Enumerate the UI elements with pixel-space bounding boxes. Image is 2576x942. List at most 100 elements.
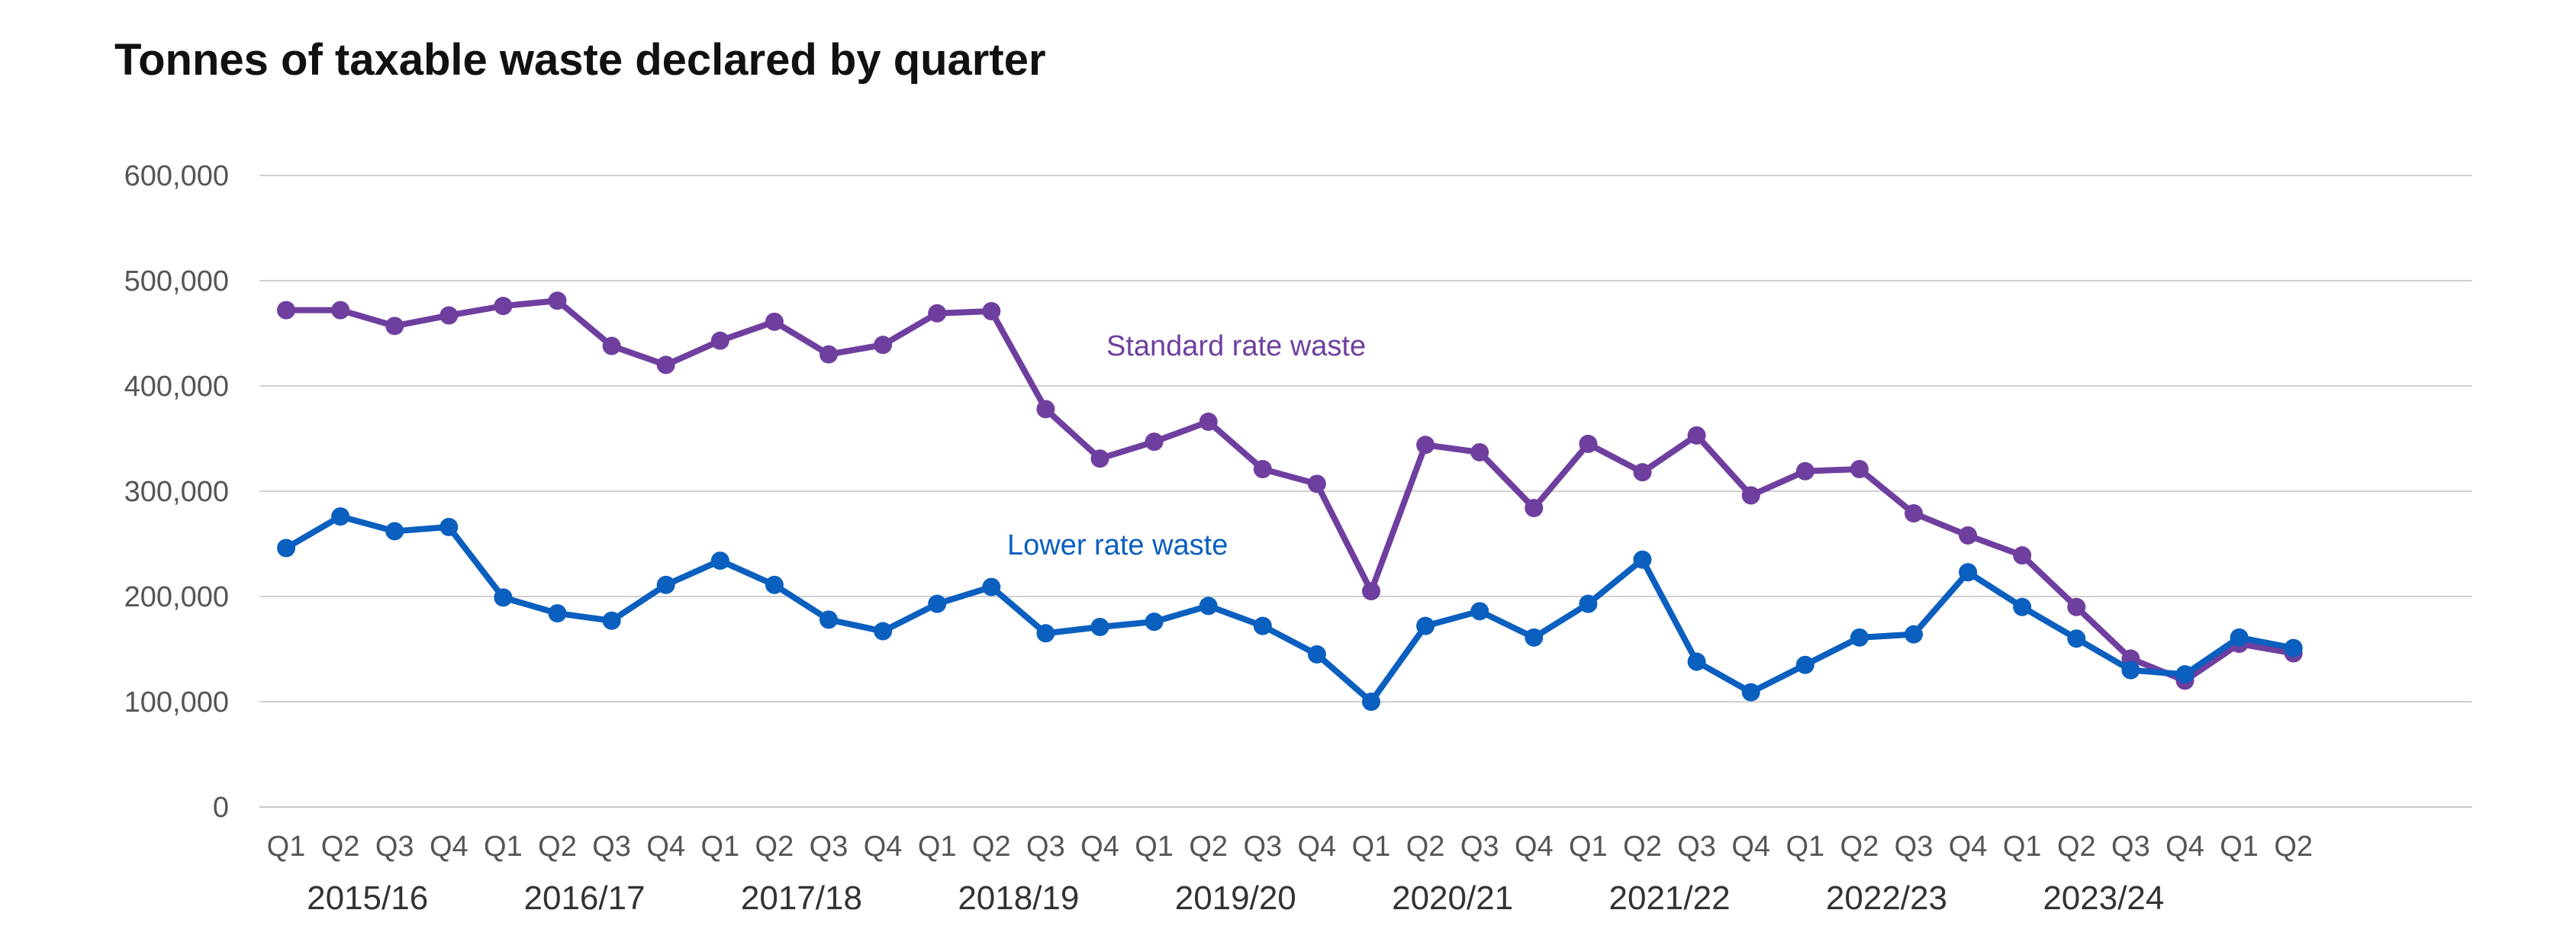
x-tick-label: Q2 [2057,831,2096,863]
data-point[interactable] [1362,582,1380,601]
data-point[interactable] [1633,463,1652,482]
data-point[interactable] [1145,432,1164,452]
data-point[interactable] [1850,628,1869,647]
data-point[interactable] [1253,616,1272,635]
data-point[interactable] [1687,652,1706,671]
y-tick-label: 400,000 [124,371,229,403]
y-tick-label: 300,000 [124,476,229,508]
x-tick-label: Q1 [700,831,739,863]
data-point[interactable] [440,306,459,325]
data-point[interactable] [1036,624,1055,643]
data-point[interactable] [2067,597,2086,616]
data-point[interactable] [2284,638,2303,657]
x-tick-label: Q1 [484,831,523,863]
data-point[interactable] [2230,628,2249,647]
data-point[interactable] [1307,474,1326,494]
x-tick-label: Q3 [1243,831,1282,863]
data-point[interactable] [1850,460,1869,479]
data-point[interactable] [982,577,1001,596]
x-tick-label: Q4 [1080,831,1119,863]
data-point[interactable] [765,575,784,594]
data-point[interactable] [1959,526,1978,545]
data-point[interactable] [1525,499,1544,518]
x-tick-label: Q1 [918,831,957,863]
data-point[interactable] [1036,400,1055,419]
data-point[interactable] [2121,661,2140,680]
data-point[interactable] [928,304,947,323]
data-point[interactable] [2067,629,2086,648]
data-point[interactable] [1090,449,1109,468]
data-point[interactable] [1416,616,1435,635]
data-point[interactable] [1145,612,1164,632]
x-tick-label: Q2 [1406,831,1445,863]
data-point[interactable] [602,336,621,355]
data-point[interactable] [874,622,893,641]
series-labels: Standard rate waste Lower rate waste [1007,330,1366,561]
year-label: 2020/21 [1392,879,1513,917]
series-line [283,513,2297,705]
data-point[interactable] [331,507,350,526]
data-point[interactable] [1199,412,1218,431]
data-point[interactable] [1362,693,1380,711]
data-point[interactable] [928,594,947,613]
data-point[interactable] [819,345,838,364]
data-point[interactable] [982,302,1001,321]
data-point[interactable] [1741,683,1760,702]
x-tick-label: Q3 [1026,831,1065,863]
data-point[interactable] [494,588,513,607]
data-point[interactable] [1633,550,1652,569]
data-point[interactable] [1741,486,1760,505]
data-point[interactable] [548,291,567,310]
data-point[interactable] [548,604,567,623]
data-point[interactable] [277,539,295,558]
data-point[interactable] [1253,460,1272,479]
y-tick-label: 200,000 [124,581,229,613]
chart-title: Tonnes of taxable waste declared by quar… [114,35,1046,85]
data-point[interactable] [656,575,675,594]
series-label-lower-rate-waste: Lower rate waste [1007,529,1228,561]
data-point[interactable] [331,301,350,320]
data-point[interactable] [2175,665,2194,684]
x-tick-label: Q1 [1135,831,1174,863]
data-point[interactable] [765,312,784,331]
data-point[interactable] [440,517,459,536]
data-point[interactable] [1470,602,1489,621]
data-point[interactable] [494,297,513,316]
data-point[interactable] [602,611,621,630]
x-tick-label: Q3 [810,831,848,863]
series-lines [277,291,2303,711]
data-point[interactable] [1525,628,1544,647]
data-point[interactable] [1470,442,1489,461]
data-point[interactable] [1199,596,1218,616]
series-label-standard-rate-waste: Standard rate waste [1106,330,1366,362]
data-point[interactable] [710,331,729,350]
year-label: 2021/22 [1609,879,1731,917]
data-point[interactable] [2013,597,2032,616]
data-point[interactable] [1307,645,1326,664]
data-point[interactable] [1416,436,1435,455]
x-tick-label: Q4 [646,831,685,863]
data-point[interactable] [1905,503,1923,522]
data-point[interactable] [277,301,295,320]
data-point[interactable] [1579,594,1598,613]
data-point[interactable] [385,522,404,541]
data-point[interactable] [385,317,404,336]
data-point[interactable] [1905,625,1923,644]
data-point[interactable] [874,336,893,355]
data-point[interactable] [1687,426,1706,445]
y-tick-label: 500,000 [124,265,229,297]
data-point[interactable] [1795,655,1814,674]
x-tick-label: Q3 [375,831,414,863]
data-point[interactable] [1795,461,1814,481]
data-point[interactable] [819,610,838,629]
data-point[interactable] [710,551,729,571]
data-point[interactable] [2013,546,2032,565]
x-tick-label: Q3 [1895,831,1934,863]
data-point[interactable] [1579,434,1598,453]
data-point[interactable] [656,355,675,375]
x-tick-label: Q2 [538,831,577,863]
data-point[interactable] [1959,563,1978,582]
data-point[interactable] [1090,618,1109,637]
